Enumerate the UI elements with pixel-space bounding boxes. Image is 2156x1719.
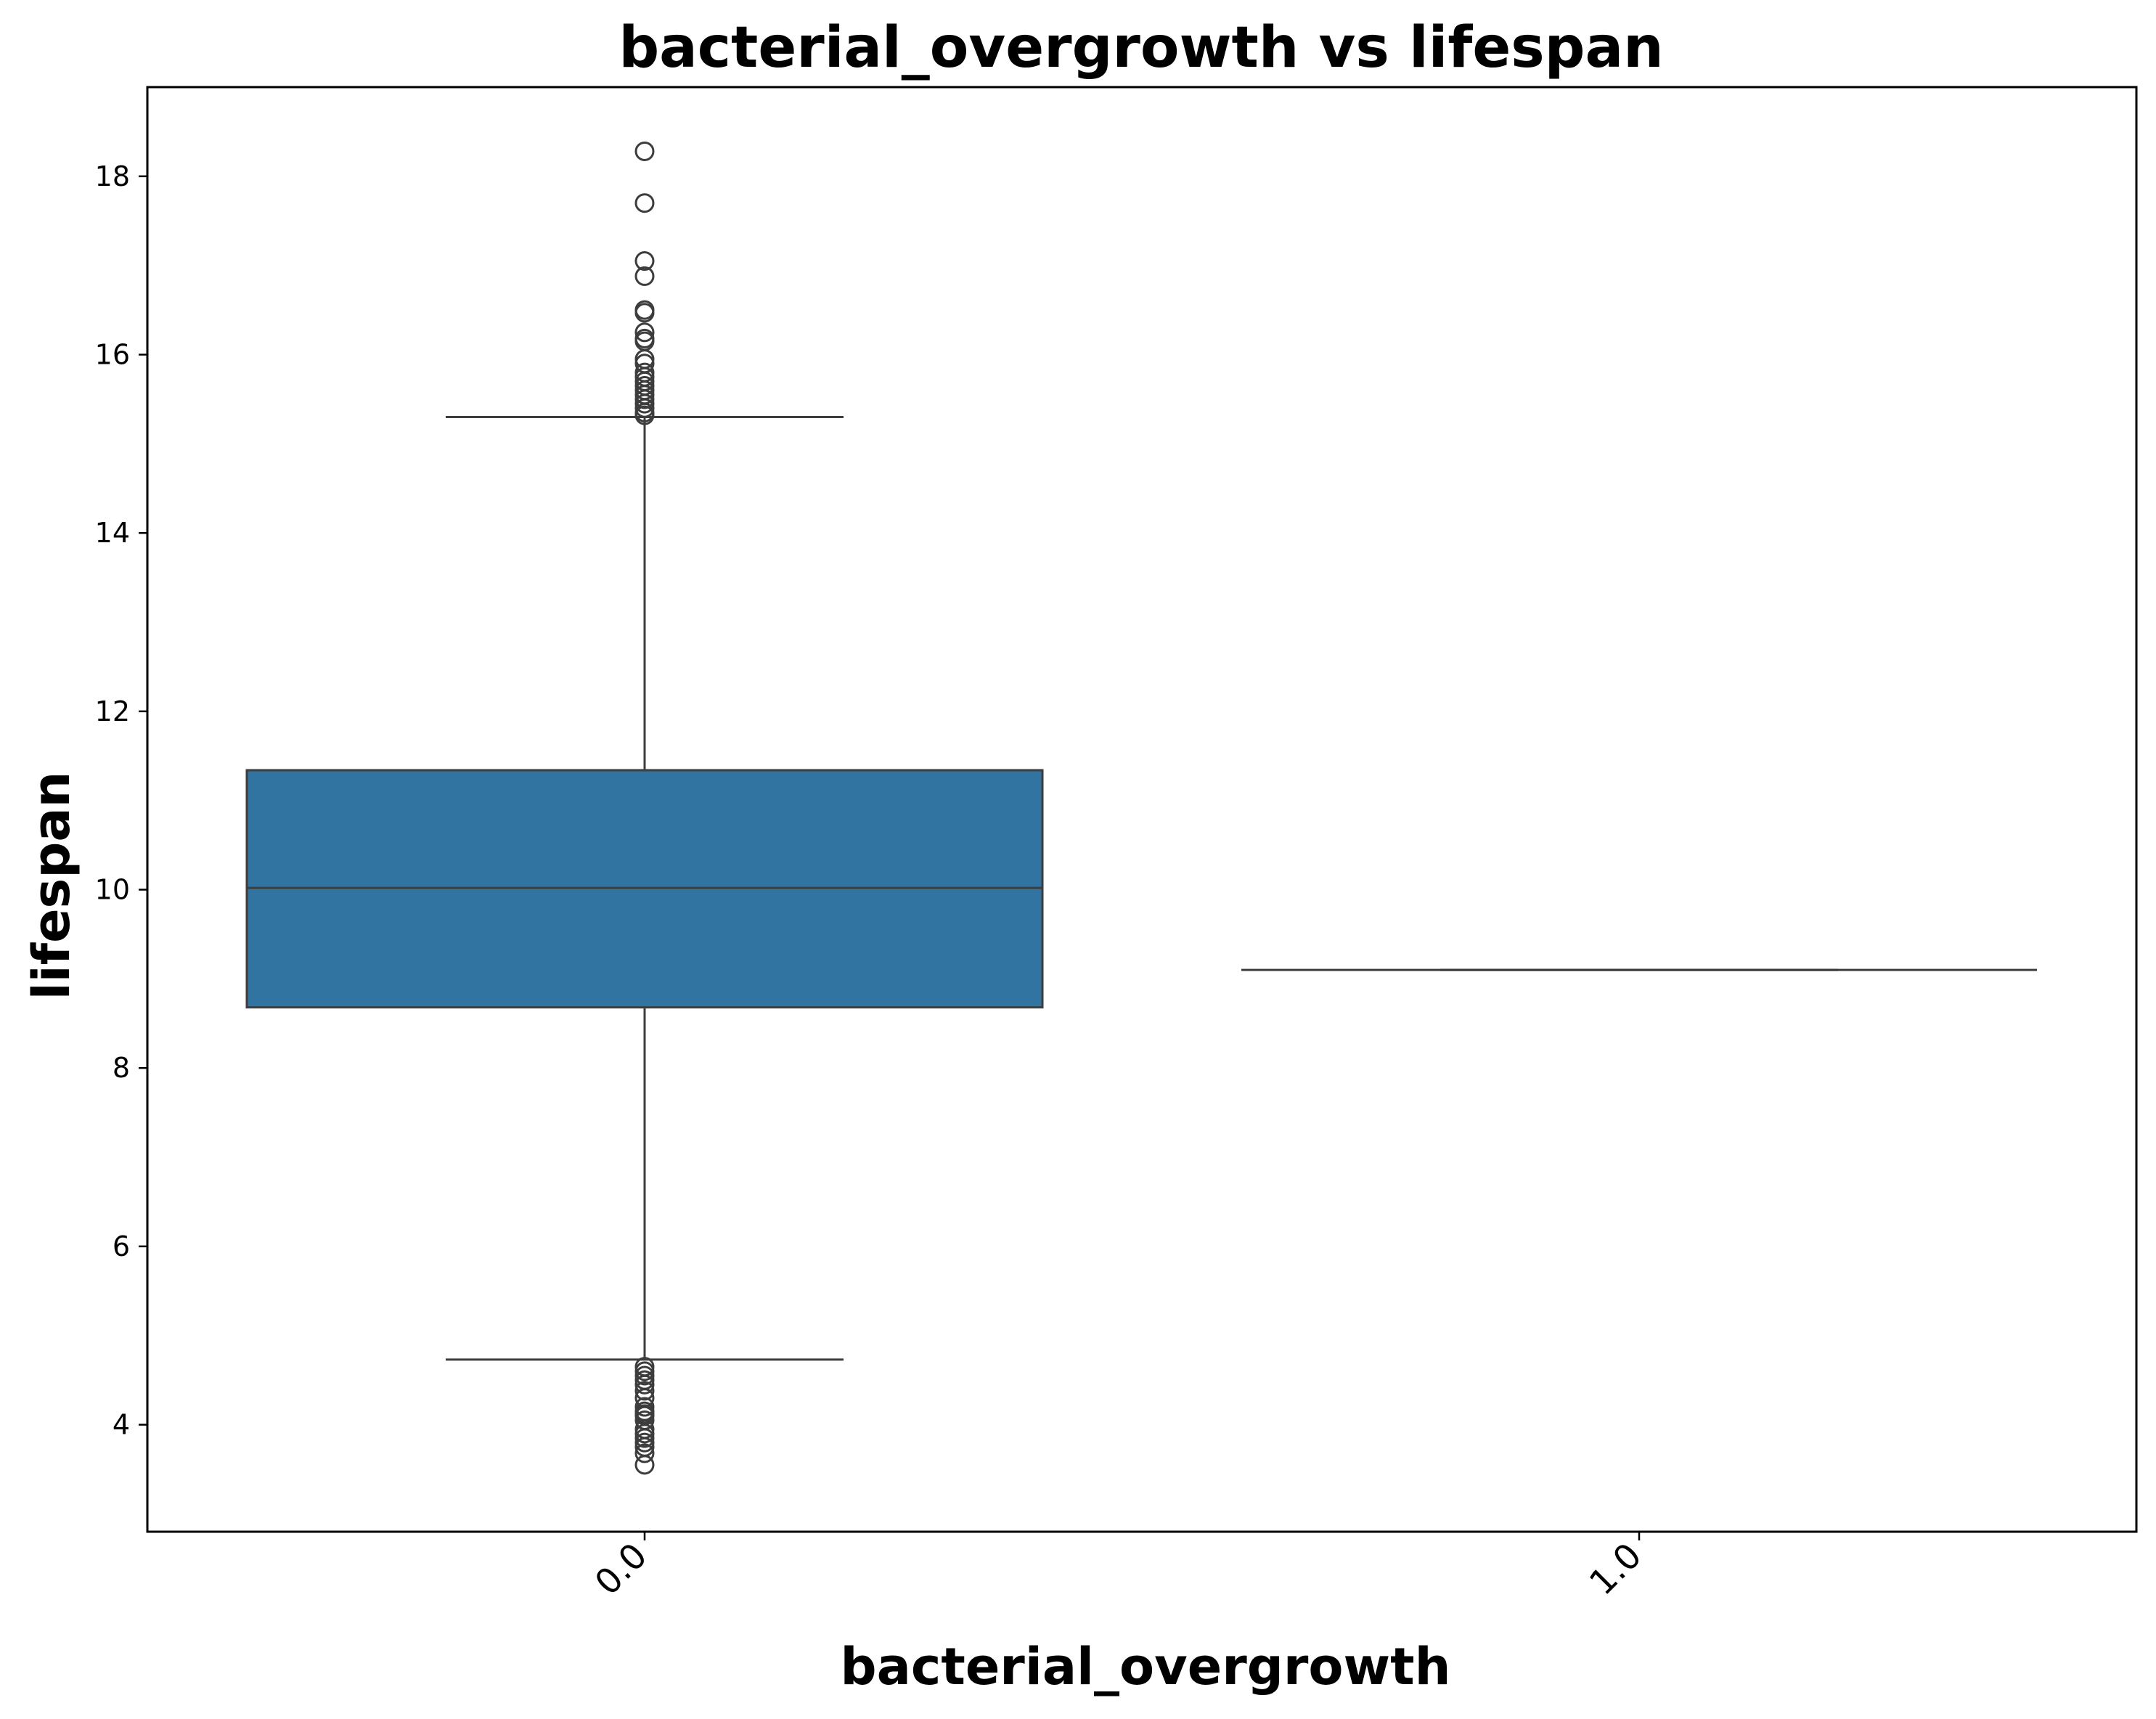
outlier-point xyxy=(634,405,655,425)
x-tick-label: 0.0 xyxy=(587,1535,656,1604)
y-axis-label: lifespan xyxy=(22,772,81,1000)
outlier-point xyxy=(634,251,655,271)
y-tick-label: 12 xyxy=(95,695,130,727)
y-tick-label: 4 xyxy=(113,1409,130,1441)
outlier-point xyxy=(634,322,655,343)
y-tick-label: 6 xyxy=(113,1230,130,1262)
outlier-point xyxy=(634,193,655,213)
y-tick-label: 10 xyxy=(95,874,130,906)
outlier-point xyxy=(634,266,655,286)
plot-frame xyxy=(146,86,2138,1533)
outlier-point xyxy=(634,1381,655,1401)
y-tick-label: 16 xyxy=(95,339,130,371)
chart-title: bacterial_overgrowth vs lifespan xyxy=(618,15,1663,81)
outlier-point xyxy=(634,1374,655,1395)
y-tick-label: 8 xyxy=(113,1052,130,1084)
outlier-point xyxy=(634,1443,655,1463)
outlier-point xyxy=(634,303,655,323)
y-tick-label: 18 xyxy=(95,160,130,192)
y-tick-label: 14 xyxy=(95,517,130,549)
outlier-point xyxy=(634,1455,655,1475)
x-axis-label: bacterial_overgrowth xyxy=(841,1637,1451,1696)
box-0.0 xyxy=(245,141,1044,1475)
x-tick-label: 1.0 xyxy=(1582,1535,1650,1604)
outlier-point xyxy=(634,141,655,161)
plot-area xyxy=(245,141,2037,1475)
